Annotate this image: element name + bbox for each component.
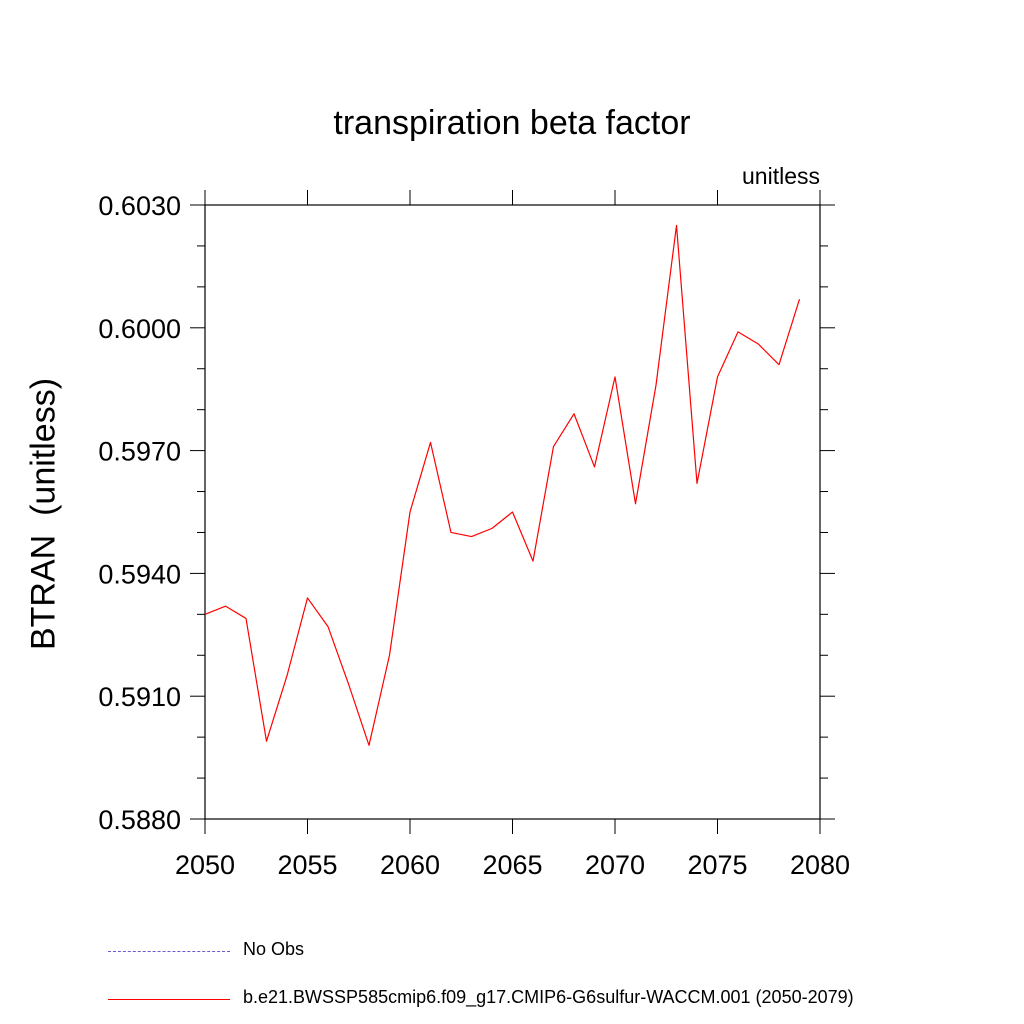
x-tick-label: 2080 (790, 850, 850, 880)
series-layer (204, 224, 801, 746)
x-tick-label: 2050 (175, 850, 235, 880)
units-label: unitless (742, 163, 820, 189)
y-tick-label: 0.6030 (98, 191, 181, 221)
chart-title: transpiration beta factor (333, 104, 691, 142)
y-tick-label: 0.5940 (98, 559, 181, 589)
x-tick-label: 2075 (687, 850, 747, 880)
series-line (204, 224, 801, 746)
legend-item-model: b.e21.BWSSP585cmip6.f09_g17.CMIP6-G6sulf… (108, 986, 1008, 1014)
x-tick-label: 2055 (277, 850, 337, 880)
x-tick-label: 2070 (585, 850, 645, 880)
y-axis-label: BTRAN (unitless) (24, 377, 63, 651)
legend-swatch-dashed (108, 951, 230, 952)
x-tick-label: 2065 (482, 850, 542, 880)
y-tick-label: 0.5970 (98, 437, 181, 467)
legend-item-obs: No Obs (108, 938, 1008, 966)
legend-swatch-solid (108, 999, 230, 1000)
y-tick-label: 0.5910 (98, 682, 181, 712)
plot-frame (204, 204, 821, 820)
x-tick-label: 2060 (380, 850, 440, 880)
legend-label: b.e21.BWSSP585cmip6.f09_g17.CMIP6-G6sulf… (243, 987, 854, 1007)
y-tick-label: 0.5880 (98, 805, 181, 835)
y-tick-label: 0.6000 (98, 314, 181, 344)
axis-ticks (190, 190, 835, 834)
legend-label: No Obs (243, 939, 305, 959)
tick-labels: 2050 2055 2060 2065 2070 2075 2080 0.5880 0.5910… (98, 191, 850, 880)
